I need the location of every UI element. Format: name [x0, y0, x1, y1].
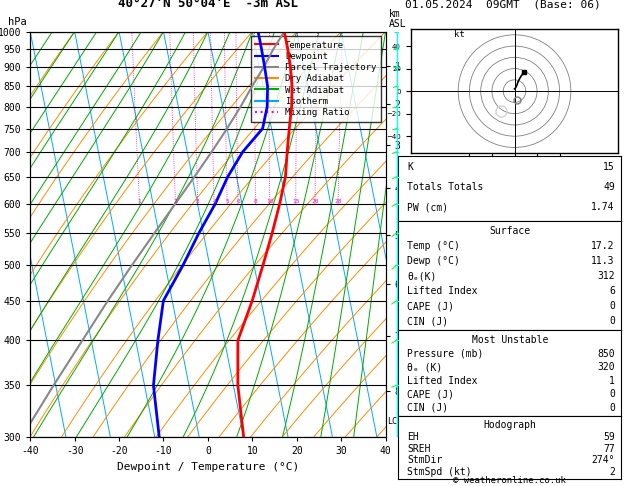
Text: Totals Totals: Totals Totals — [407, 182, 484, 192]
Text: CIN (J): CIN (J) — [407, 403, 448, 413]
Text: 01.05.2024  09GMT  (Base: 06): 01.05.2024 09GMT (Base: 06) — [405, 0, 601, 10]
Text: 0: 0 — [609, 389, 615, 399]
Text: 0: 0 — [609, 301, 615, 311]
Text: θₑ(K): θₑ(K) — [407, 271, 437, 281]
Text: 4: 4 — [212, 199, 216, 204]
Text: 11.3: 11.3 — [591, 256, 615, 266]
Text: Temp (°C): Temp (°C) — [407, 242, 460, 251]
Text: Lifted Index: Lifted Index — [407, 376, 477, 386]
Text: 274°: 274° — [591, 455, 615, 466]
Text: EH: EH — [407, 432, 419, 442]
Text: 49: 49 — [603, 182, 615, 192]
Text: 1: 1 — [138, 199, 142, 204]
Text: © weatheronline.co.uk: © weatheronline.co.uk — [453, 476, 566, 485]
Text: 312: 312 — [597, 271, 615, 281]
Text: StmSpd (kt): StmSpd (kt) — [407, 468, 472, 477]
Text: CAPE (J): CAPE (J) — [407, 389, 454, 399]
Text: 0: 0 — [609, 403, 615, 413]
Text: hPa: hPa — [8, 17, 27, 27]
Text: 5: 5 — [225, 199, 229, 204]
Text: 77: 77 — [603, 444, 615, 453]
Text: LCL: LCL — [387, 417, 403, 426]
Text: 10: 10 — [266, 199, 274, 204]
Text: 40°27'N 50°04'E  -3m ASL: 40°27'N 50°04'E -3m ASL — [118, 0, 298, 10]
Text: 0: 0 — [609, 316, 615, 326]
Text: 6: 6 — [236, 199, 240, 204]
Text: Hodograph: Hodograph — [483, 420, 537, 430]
Text: CIN (J): CIN (J) — [407, 316, 448, 326]
Text: 3: 3 — [196, 199, 199, 204]
Legend: Temperature, Dewpoint, Parcel Trajectory, Dry Adiabat, Wet Adiabat, Isotherm, Mi: Temperature, Dewpoint, Parcel Trajectory… — [251, 36, 381, 122]
Text: 6: 6 — [609, 286, 615, 296]
Text: kt: kt — [454, 30, 464, 39]
Text: Dewp (°C): Dewp (°C) — [407, 256, 460, 266]
Y-axis label: Mixing Ratio (g/kg): Mixing Ratio (g/kg) — [406, 179, 416, 290]
Text: 15: 15 — [603, 162, 615, 173]
Text: 850: 850 — [597, 349, 615, 359]
Text: Surface: Surface — [489, 226, 530, 236]
Text: K: K — [407, 162, 413, 173]
Text: 1: 1 — [609, 376, 615, 386]
Text: 2: 2 — [174, 199, 177, 204]
Text: 1.74: 1.74 — [591, 202, 615, 212]
Text: StmDir: StmDir — [407, 455, 442, 466]
Text: Lifted Index: Lifted Index — [407, 286, 477, 296]
Text: SREH: SREH — [407, 444, 431, 453]
Text: 17.2: 17.2 — [591, 242, 615, 251]
Text: CAPE (J): CAPE (J) — [407, 301, 454, 311]
X-axis label: Dewpoint / Temperature (°C): Dewpoint / Temperature (°C) — [117, 462, 299, 472]
Text: PW (cm): PW (cm) — [407, 202, 448, 212]
Text: θₑ (K): θₑ (K) — [407, 362, 442, 372]
Text: 15: 15 — [292, 199, 299, 204]
Text: 320: 320 — [597, 362, 615, 372]
Text: 2: 2 — [609, 468, 615, 477]
Text: km
ASL: km ASL — [389, 9, 406, 29]
Text: 28: 28 — [334, 199, 342, 204]
Text: Most Unstable: Most Unstable — [472, 335, 548, 345]
Text: Pressure (mb): Pressure (mb) — [407, 349, 484, 359]
Text: 59: 59 — [603, 432, 615, 442]
Text: 20: 20 — [311, 199, 319, 204]
Text: 8: 8 — [253, 199, 257, 204]
